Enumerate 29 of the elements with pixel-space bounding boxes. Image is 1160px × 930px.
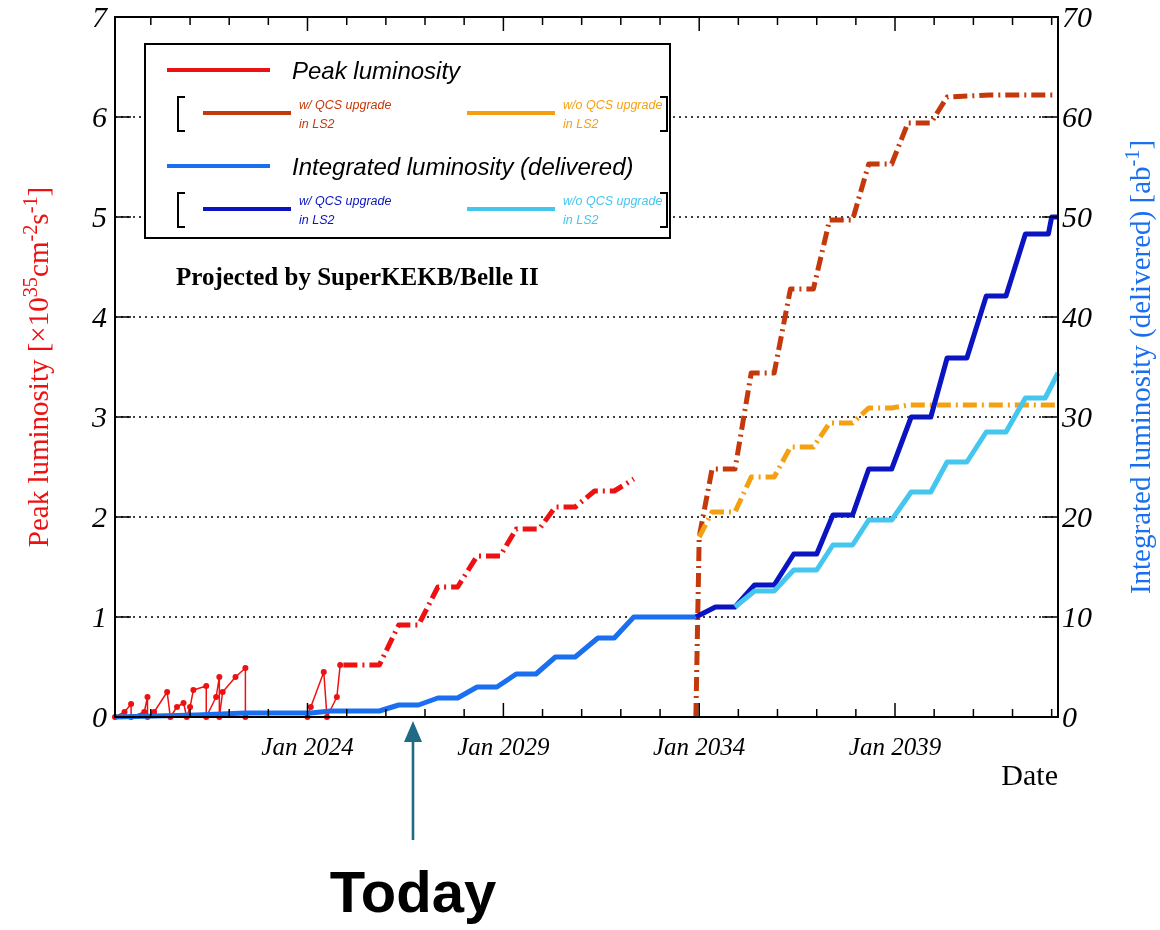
y-tick-label: 3	[91, 400, 107, 433]
x-axis-title: Date	[1001, 758, 1058, 791]
x-tick-label: Jan 2029	[457, 733, 551, 760]
y2-tick-label: 30	[1061, 400, 1092, 433]
y-tick-label: 0	[92, 700, 107, 733]
x-tick-label: Jan 2034	[653, 733, 746, 760]
y-tick-label: 5	[92, 200, 107, 233]
y2-tick-label: 40	[1062, 300, 1092, 333]
y-tick-label: 2	[92, 500, 107, 533]
y-tick-label: 4	[92, 300, 107, 333]
legend-label: Peak luminosity	[292, 57, 463, 84]
y2-tick-label: 60	[1062, 100, 1092, 133]
text: w/o QCS upgrade in LS2	[563, 194, 663, 227]
y-tick-label: 6	[92, 100, 107, 133]
text: w/ QCS upgrade in LS2	[299, 98, 392, 131]
y-tick-label: 7	[92, 0, 109, 33]
text: w/o QCS upgrade in LS2	[563, 98, 663, 131]
y2-tick-label: 10	[1062, 600, 1092, 633]
y2-tick-label: 20	[1062, 500, 1092, 533]
annotation: Projected by SuperKEKB/Belle II	[176, 263, 539, 290]
text: w/ QCS upgrade in LS2	[299, 194, 392, 227]
legend-label: Integrated luminosity (delivered)	[292, 153, 634, 180]
x-tick-label: Jan 2024	[261, 733, 354, 760]
x-tick-label: Jan 2039	[848, 733, 942, 760]
y2-tick-label: 50	[1062, 200, 1092, 233]
y2-tick-label: 70	[1062, 0, 1092, 33]
y2-tick-label: 0	[1062, 700, 1077, 733]
text: Today	[329, 859, 497, 924]
y-tick-label: 1	[92, 600, 107, 633]
